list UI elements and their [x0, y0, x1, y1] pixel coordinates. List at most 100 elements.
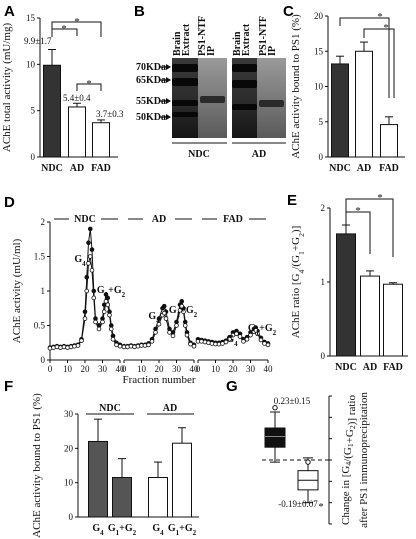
y-axis-label: AChE activity bound to PS1 (%): [290, 14, 302, 159]
x-tick-label: AD: [70, 163, 84, 174]
x-tick-label: 30: [246, 364, 256, 374]
peak-label: G1+G2: [248, 323, 277, 337]
bar: [336, 233, 356, 357]
marker-arrowhead: [166, 77, 171, 83]
y-tick-label: 0: [319, 152, 324, 162]
data-point: [174, 323, 179, 328]
value-label: 9.9±1.7: [24, 36, 52, 46]
bar: [331, 63, 349, 158]
x-tick-label: FAD: [383, 362, 403, 373]
data-point: [87, 254, 93, 259]
data-point: [105, 302, 111, 308]
bar: [172, 442, 192, 518]
data-point: [184, 332, 190, 338]
data-point: [100, 319, 105, 325]
panel-g-chart: 0.23±0.15 -0.19±0.07 * Change in [G4/(G1+G2…: [262, 392, 370, 528]
x-tick-label: NDC: [329, 163, 351, 174]
blot-band: [172, 112, 198, 117]
data-point: [188, 341, 193, 347]
data-point: [170, 333, 176, 339]
blot-band: [259, 100, 284, 107]
data-point: [117, 343, 123, 349]
panel-a-chart: 0 5 10 15 AChE total activity (mU/mg) NDC AD FA…: [1, 13, 124, 174]
box: [264, 427, 286, 448]
data-point: [237, 334, 243, 339]
data-point: [244, 336, 250, 342]
significance-bracket: [76, 83, 102, 91]
group-label: AD: [252, 149, 266, 160]
y-axis-label: AChE activity (mU/ml): [11, 238, 23, 343]
blot-band: [172, 78, 198, 86]
significance-bracket: [345, 198, 394, 257]
y-axis-label: AChE ratio [G4/(G1+G2)]: [290, 226, 306, 339]
panel-label-e: E: [287, 192, 297, 209]
y-tick-label: 20: [64, 443, 74, 453]
x-tick-label: G4: [152, 523, 164, 537]
group-label: FAD: [223, 214, 243, 225]
significance-bracket: [345, 211, 371, 254]
peak-label: G4: [74, 254, 86, 268]
data-point: [234, 331, 239, 337]
peak-label: G4: [226, 334, 238, 348]
data-point: [86, 261, 91, 266]
x-tick-label: 20: [81, 364, 91, 374]
blot-band: [172, 64, 198, 72]
blot-band: [200, 96, 225, 103]
group-label: NDC: [188, 149, 210, 160]
data-point: [223, 339, 229, 345]
lane-label: BrainExtract: [172, 23, 192, 56]
data-point: [265, 342, 271, 348]
data-point: [241, 339, 246, 344]
blot-band: [232, 64, 257, 72]
marker-arrowhead: [166, 98, 171, 104]
x-tick-label: 40: [116, 364, 126, 374]
data-point: [149, 339, 155, 344]
data-point: [108, 326, 114, 332]
data-point: [110, 336, 116, 342]
data-point: [93, 319, 98, 325]
peak-label: G1+G2: [97, 285, 126, 299]
x-tick-label: AD: [363, 362, 377, 373]
x-tick-label: 20: [229, 364, 239, 374]
panel-f-chart: 0 10 20 30 AChE activity bound to PS1 (%) G4 G…: [31, 393, 199, 538]
x-tick-label: 10: [211, 364, 221, 374]
x-tick-label: NDC: [41, 163, 63, 174]
data-point: [82, 316, 88, 321]
bar: [383, 283, 403, 357]
panel-label-g: G: [226, 378, 238, 395]
x-tick-label: 20: [155, 364, 165, 374]
data-point: [86, 240, 91, 246]
x-tick-label: 10: [137, 364, 147, 374]
bar: [112, 477, 132, 518]
panel-label-f: F: [4, 378, 13, 395]
x-tick-label: 10: [63, 364, 73, 374]
data-point: [96, 326, 102, 332]
data-point: [161, 310, 167, 316]
y-tick-label: 5: [319, 117, 324, 127]
y-tick-label: 0: [69, 512, 74, 522]
x-tick-label: 40: [190, 364, 200, 374]
y-tick-label: 30: [64, 409, 74, 419]
y-tick-label: 10: [26, 59, 36, 69]
data-point: [163, 316, 169, 321]
significance-star: *: [377, 192, 383, 204]
data-point: [181, 309, 186, 315]
data-point: [105, 295, 111, 301]
peak-label: G1+G2: [169, 305, 198, 319]
data-point: [182, 323, 188, 328]
panel-e-chart: 0 1 2 AChE ratio [G4/(G1+G2)] NDC AD FAD * *: [290, 192, 408, 373]
data-point: [107, 312, 112, 318]
y-tick-label: 2: [321, 203, 326, 213]
x-tick-label: FAD: [379, 163, 399, 174]
outlier-point: [272, 405, 278, 411]
bar: [43, 64, 61, 158]
significance-star: *: [86, 78, 92, 90]
x-tick-label: FAD: [91, 163, 111, 174]
x-tick-label: 0: [122, 364, 127, 374]
marker-label: 70KDa: [136, 62, 166, 73]
y-tick-label: 0.5: [34, 321, 46, 331]
data-point: [89, 267, 95, 273]
